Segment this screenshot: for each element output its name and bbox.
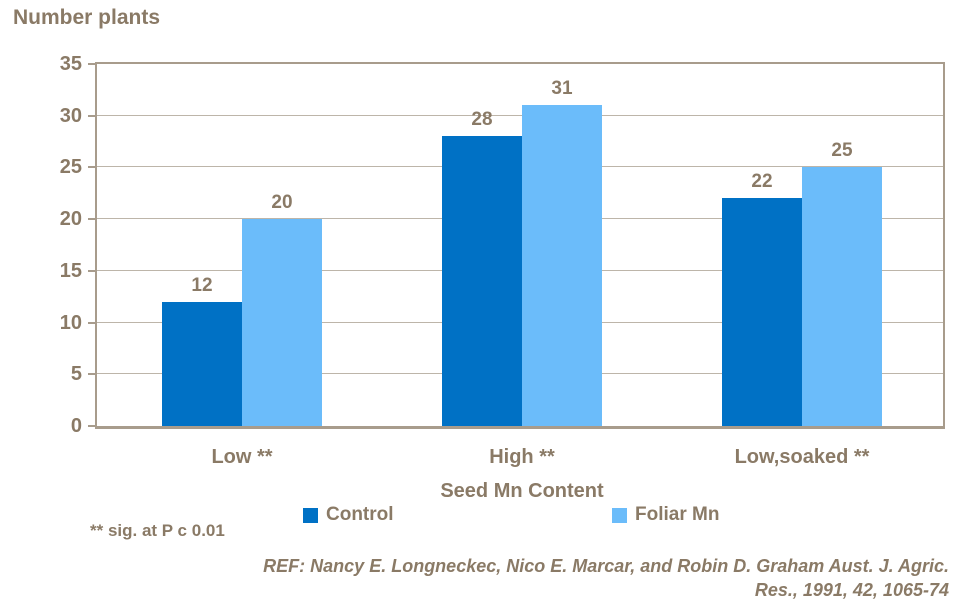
bar-control-2 [442, 136, 522, 426]
y-tick-mark-5 [88, 373, 96, 376]
category-label-1: Low ** [211, 446, 273, 468]
category-label-3: Low,soaked ** [734, 446, 870, 468]
y-tick-label-15: 15 [59, 259, 82, 282]
y-tick-mark-35 [88, 63, 96, 65]
significance-footnote: ** sig. at P c 0.01 [90, 521, 225, 540]
y-tick-mark-10 [88, 321, 96, 324]
bar-value-label: 22 [751, 171, 773, 193]
legend-label-foliar-mn: Foliar Mn [635, 504, 720, 525]
bar-control-1 [162, 301, 242, 426]
y-tick-label-30: 30 [59, 104, 82, 127]
bar-foliar-mn-3 [802, 167, 882, 426]
legend-label-control: Control [326, 504, 394, 525]
chart-title: Number plants [13, 6, 161, 29]
legend-item-foliar-mn: Foliar Mn [612, 504, 719, 526]
control-legend-swatch-icon [303, 507, 318, 523]
y-tick-mark-20 [88, 218, 96, 221]
y-tick-mark-30 [88, 114, 96, 117]
bar-value-label: 31 [551, 78, 573, 100]
bar-foliar-mn-2 [522, 105, 602, 426]
gridline-y-30 [97, 114, 943, 116]
bar-control-3 [722, 198, 802, 426]
y-tick-label-25: 25 [59, 156, 82, 179]
x-axis-title: Seed Mn Content [440, 480, 604, 502]
y-tick-label-20: 20 [59, 208, 82, 231]
y-tick-label-5: 5 [70, 363, 82, 386]
y-tick-mark-15 [88, 269, 96, 272]
legend-item-control: Control [303, 504, 394, 526]
reference-line-2: Res., 1991, 42, 1065-74 [754, 580, 949, 600]
y-tick-label-10: 10 [59, 311, 82, 334]
foliar-mn-legend-swatch-icon [612, 507, 627, 523]
y-tick-mark-25 [88, 166, 96, 169]
y-tick-label-35: 35 [59, 53, 82, 75]
reference-line-1: REF: Nancy E. Longneckec, Nico E. Marcar… [263, 556, 949, 576]
category-label-2: High ** [489, 446, 555, 468]
reference-citation: REF: Nancy E. Longneckec, Nico E. Marcar… [263, 554, 949, 602]
bar-value-label: 25 [831, 140, 853, 162]
y-tick-mark-0 [88, 425, 96, 427]
y-tick-label-0: 0 [70, 415, 82, 437]
plot-area: 12 20 28 31 22 25 [95, 62, 945, 429]
bar-value-label: 20 [271, 192, 293, 214]
bar-value-label: 12 [191, 274, 213, 296]
bar-foliar-mn-1 [242, 219, 322, 426]
bar-value-label: 28 [471, 109, 493, 131]
